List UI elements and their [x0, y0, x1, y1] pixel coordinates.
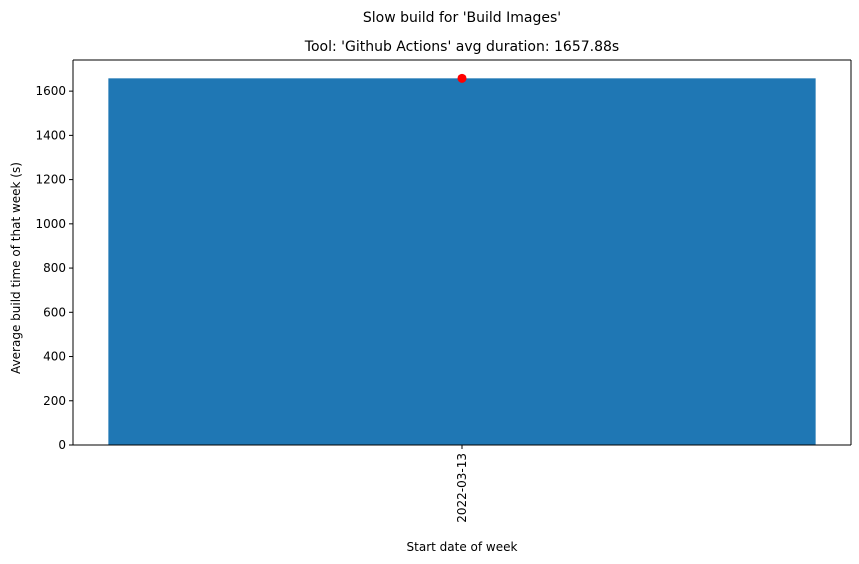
y-tick-label: 600 [43, 305, 66, 319]
y-tick-label: 1400 [35, 128, 66, 142]
y-tick-label: 1600 [35, 84, 66, 98]
y-tick-label: 0 [58, 438, 66, 452]
y-tick-label: 1200 [35, 173, 66, 187]
data-point-marker [457, 73, 467, 83]
y-tick-label: 200 [43, 394, 66, 408]
x-axis-label: Start date of week [407, 540, 518, 554]
bar [108, 78, 816, 445]
chart-suptitle: Slow build for 'Build Images' [363, 10, 561, 26]
y-tick-label: 800 [43, 261, 66, 275]
plot-area: 0 200 400 600 800 1000 1200 1400 1600 2022-03-13 [35, 59, 852, 523]
chart-title: Tool: 'Github Actions' avg duration: 165… [304, 39, 619, 55]
y-tick-label: 1000 [35, 217, 66, 231]
y-axis-label: Average build time of that week (s) [9, 162, 23, 374]
y-tick-label: 400 [43, 350, 66, 364]
x-tick-label: 2022-03-13 [455, 453, 469, 523]
